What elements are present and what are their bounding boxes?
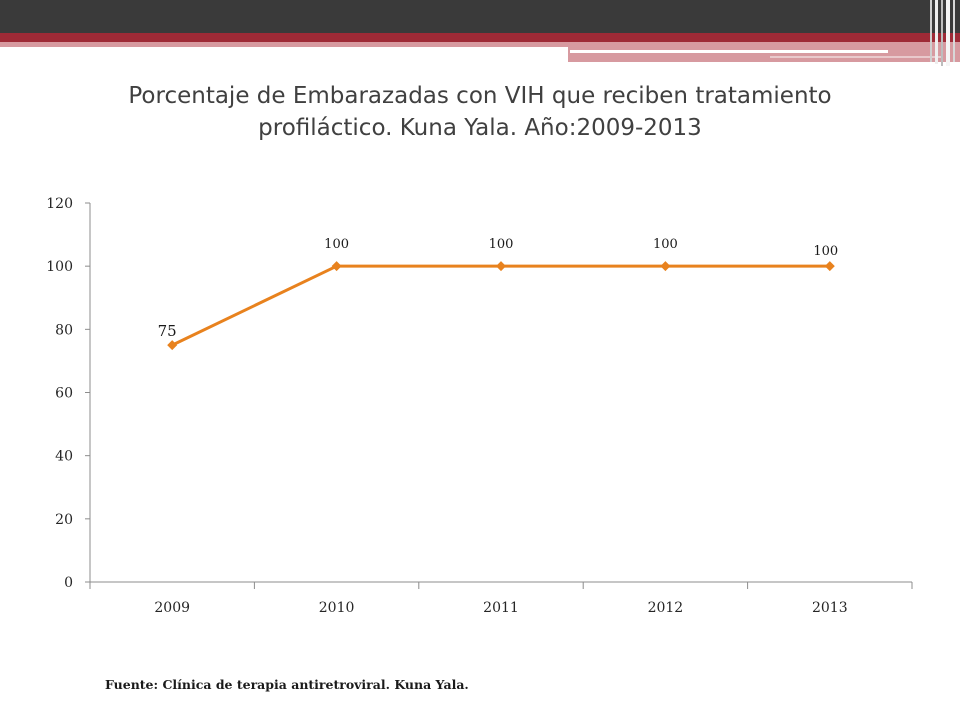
y-tick-label: 0 (64, 575, 73, 591)
data-label: 100 (653, 237, 678, 252)
y-tick-label: 100 (46, 259, 73, 275)
x-tick-label: 2013 (812, 600, 848, 616)
data-point-marker (331, 261, 342, 272)
data-point-marker (496, 261, 506, 272)
x-tick-label: 2012 (648, 600, 684, 616)
x-tick-label: 2010 (319, 600, 355, 616)
data-label: 75 (158, 322, 177, 340)
data-point-marker (824, 261, 835, 272)
header-pink-band (0, 42, 568, 47)
header-light-line (770, 56, 942, 58)
slide-header-bar (0, 0, 960, 66)
x-tick-label: 2009 (154, 600, 190, 616)
data-label: 100 (489, 237, 514, 252)
data-label: 100 (324, 237, 349, 252)
header-edge-stripes (930, 0, 955, 66)
chart-title: Porcentaje de Embarazadas con VIH que re… (128, 83, 832, 141)
data-point-marker (660, 261, 671, 272)
y-tick-label: 120 (46, 196, 73, 212)
y-tick-label: 40 (55, 449, 73, 465)
header-white-line (570, 50, 888, 53)
x-tick-label: 2011 (483, 600, 519, 616)
series-line (171, 264, 830, 347)
y-tick-label: 80 (55, 322, 73, 338)
data-point-marker (167, 340, 178, 351)
source-note: Fuente: Clínica de terapia antiretrovira… (105, 677, 469, 692)
header-dark-band (0, 0, 960, 33)
y-tick-label: 60 (55, 386, 73, 402)
header-red-band (0, 33, 960, 42)
data-label: 100 (813, 244, 838, 259)
y-tick-label: 20 (55, 512, 73, 528)
